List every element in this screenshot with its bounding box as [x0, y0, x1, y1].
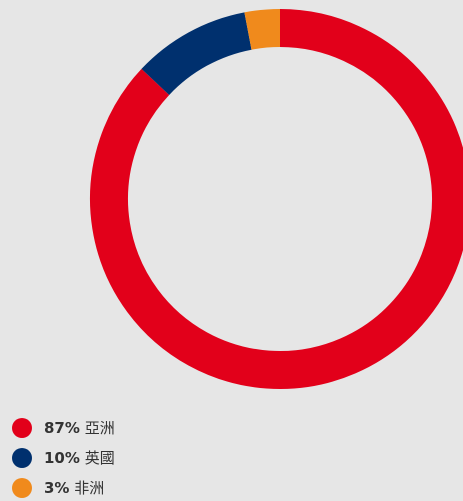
legend-swatch — [12, 448, 32, 468]
legend-swatch — [12, 418, 32, 438]
legend-label: 3% 非洲 — [44, 479, 104, 497]
donut-segment — [141, 12, 253, 96]
legend-label: 87% 亞洲 — [44, 419, 115, 437]
legend-name: 英國 — [85, 449, 115, 467]
legend-name: 非洲 — [74, 479, 104, 497]
legend-value: 3% — [44, 479, 69, 497]
legend-label: 10% 英國 — [44, 449, 115, 467]
legend-swatch — [12, 478, 32, 498]
donut-segment — [90, 9, 463, 389]
legend-name: 亞洲 — [85, 419, 115, 437]
donut-segment — [244, 9, 281, 50]
legend-value: 87% — [44, 419, 80, 437]
legend-value: 10% — [44, 449, 80, 467]
